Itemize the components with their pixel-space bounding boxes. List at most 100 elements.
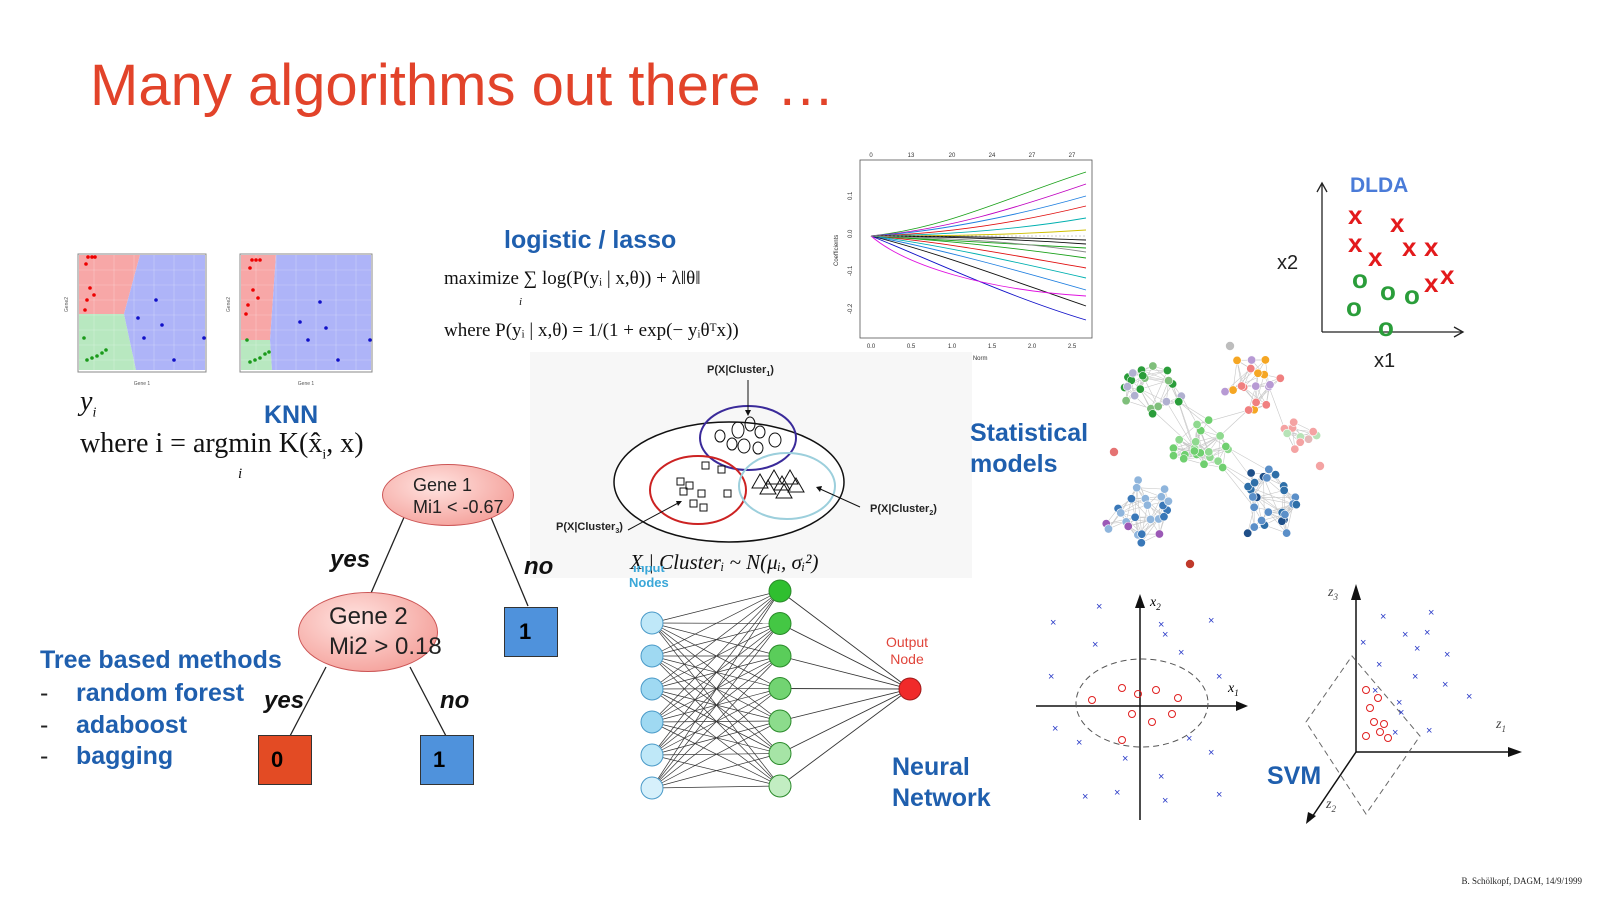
svm-class-x-point: × xyxy=(1162,629,1168,641)
cluster-formula: X | Clusterᵢ ~ N(μᵢ, σᵢ²) xyxy=(630,550,819,574)
network-node xyxy=(1199,459,1209,469)
lasso-y-tick: 0.0 xyxy=(848,229,854,238)
nn-output-label: Output Node xyxy=(886,634,928,668)
tree-leaf-bottom-left: 0 xyxy=(258,735,312,785)
network-node xyxy=(1148,361,1158,371)
network-node xyxy=(1315,461,1325,471)
neural-network-label: Neural Network xyxy=(892,752,991,814)
svm-x2-label: x2 xyxy=(1149,595,1161,612)
network-node xyxy=(1248,492,1258,502)
network-node xyxy=(1123,521,1133,531)
cluster-1-label: P(X|Cluster1) xyxy=(707,364,774,378)
svm-class-o-point xyxy=(1174,694,1182,702)
dlda-axes xyxy=(1316,181,1465,338)
svm-label: SVM xyxy=(1267,762,1322,790)
cluster-2-label: P(X|Cluster2) xyxy=(870,503,937,517)
dlda-class-x-point: x xyxy=(1368,242,1383,272)
network-node xyxy=(1146,514,1156,524)
lasso-top-tick: 27 xyxy=(1069,153,1076,159)
svm-class-o-point xyxy=(1134,690,1142,698)
tree-node-gene2-title: Gene 2 xyxy=(329,603,408,630)
svm-class-x-point: × xyxy=(1376,659,1382,671)
svm-class-o-point xyxy=(1362,686,1370,694)
logistic-eq-maximize: maximize ∑ log(P(yᵢ | x,θ)) + λ‖θ‖ xyxy=(444,268,701,289)
dlda-class-x-point: x xyxy=(1424,268,1439,298)
statistical-network-graph xyxy=(1101,341,1325,569)
network-node xyxy=(1179,454,1189,464)
tree-edge-no-2: no xyxy=(440,687,470,714)
network-node xyxy=(1215,431,1225,441)
network-node xyxy=(1249,522,1259,532)
svm-class-x-point: × xyxy=(1442,679,1448,691)
lasso-x-tick: 0.0 xyxy=(867,344,876,350)
svm-class-x-point: × xyxy=(1114,787,1120,799)
svm-input-space: ×× ×××××× ××× ××××× ×× × x2 x1 xyxy=(1036,594,1248,820)
network-node xyxy=(1260,355,1270,365)
network-node xyxy=(1280,509,1290,519)
nn-input-node xyxy=(640,677,664,701)
statistical-line1: Statistical xyxy=(970,419,1089,447)
network-node xyxy=(1162,365,1172,375)
svm-class-o-point xyxy=(1118,684,1126,692)
cluster-diagram: P(X|Cluster1) P(X|Cluster2) P(X|Cluster3… xyxy=(556,364,937,543)
network-node xyxy=(1282,528,1292,538)
lasso-top-tick: 0 xyxy=(869,153,873,159)
tree-method-item: - bagging xyxy=(40,742,174,770)
svm-class-x-point: × xyxy=(1208,747,1214,759)
svm-class-x-point: × xyxy=(1396,697,1402,709)
nn-output-label-line2: Node xyxy=(890,651,924,667)
knn-plot-left-ylabel: Gene2 xyxy=(64,297,70,312)
network-node xyxy=(1218,463,1228,473)
dlda-class-x-point: x xyxy=(1390,208,1405,238)
dlda-class-o-point: o xyxy=(1346,292,1362,322)
logistic-eq-sum-sub: i xyxy=(519,296,523,308)
credit-footnote: B. Schölkopf, DAGM, 14/9/1999 xyxy=(1461,876,1582,886)
lasso-x-tick: 1.5 xyxy=(988,344,997,350)
network-node xyxy=(1153,401,1163,411)
nn-input-node xyxy=(640,743,664,767)
svm-x1-label: x1 xyxy=(1227,681,1239,698)
network-node xyxy=(1271,470,1281,480)
network-node xyxy=(1156,492,1166,502)
network-node xyxy=(1308,427,1318,437)
lasso-y-tick: -0.1 xyxy=(848,265,854,276)
dlda-class-o-point: o xyxy=(1352,264,1368,294)
knn-plot-left: Gene 1 Gene2 xyxy=(64,253,207,387)
knn-plot-right: Gene 1 Gene2 xyxy=(226,253,373,387)
network-node xyxy=(1253,368,1263,378)
network-node xyxy=(1103,524,1113,534)
svm-class-x-point: × xyxy=(1372,685,1378,697)
knn-plot-right-ylabel: Gene2 xyxy=(226,297,232,312)
svm-z2-label: z2 xyxy=(1325,797,1336,814)
knn-y: yi xyxy=(80,386,97,421)
knn-argmin-sub: i xyxy=(238,466,243,482)
svm-z1-label: z1 xyxy=(1495,717,1506,734)
logistic-lasso-label: logistic / lasso xyxy=(504,226,677,254)
nn-hidden-node xyxy=(768,677,792,700)
network-node xyxy=(1128,368,1138,378)
nn-input-node xyxy=(640,710,664,734)
svm-class-x-point: × xyxy=(1076,737,1082,749)
network-node xyxy=(1220,387,1230,397)
svm-class-x-point: × xyxy=(1122,753,1128,765)
tree-edge-yes-1: yes xyxy=(330,546,371,573)
neural-line1: Neural xyxy=(892,753,970,781)
lasso-x-tick: 2.0 xyxy=(1028,344,1037,350)
svm-class-o-point xyxy=(1370,718,1378,726)
network-node xyxy=(1265,380,1275,390)
tree-leaf-top-right: 1 xyxy=(504,607,558,657)
nn-input-node xyxy=(640,644,664,668)
nn-output-label-line1: Output xyxy=(886,634,929,650)
network-node xyxy=(1121,396,1131,406)
tree-methods-title: Tree based methods xyxy=(40,646,282,674)
network-node xyxy=(1249,502,1259,512)
network-node xyxy=(1257,516,1267,526)
network-node xyxy=(1159,512,1169,522)
dlda-class-o-point: o xyxy=(1380,276,1396,306)
svm-class-x-point: × xyxy=(1186,733,1192,745)
nn-input-label: Input Nodes xyxy=(629,566,669,600)
svm-class-x-point: × xyxy=(1048,671,1054,683)
nn-input-label-line1: Input xyxy=(632,566,665,575)
tree-method-item: - random forest xyxy=(40,679,245,707)
network-node xyxy=(1243,528,1253,538)
